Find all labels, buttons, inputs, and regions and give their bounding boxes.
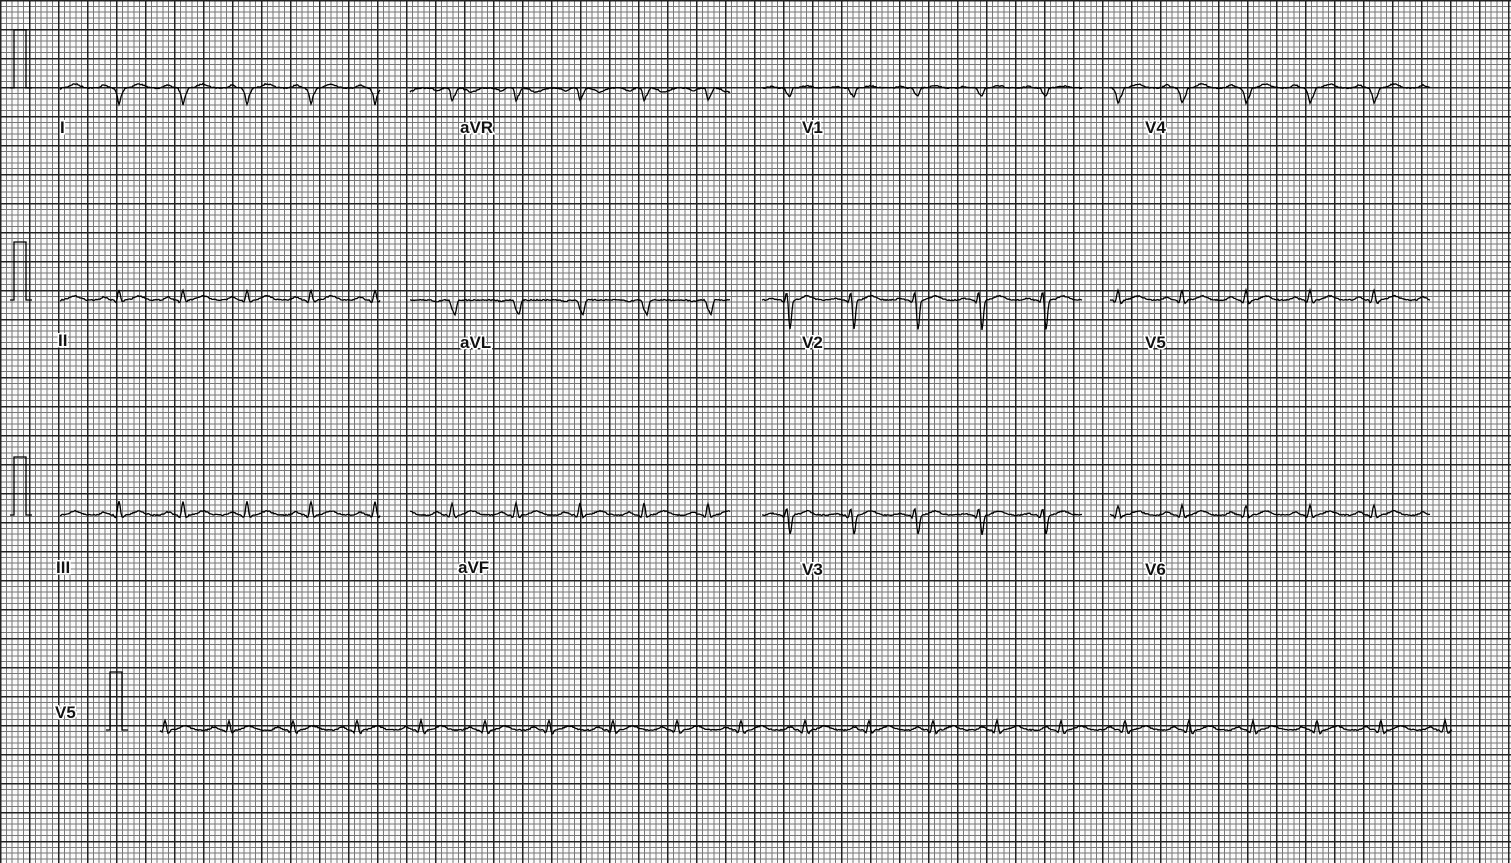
lead-label: III bbox=[56, 558, 70, 577]
calibration-pulse bbox=[10, 241, 32, 301]
lead-label: aVR bbox=[460, 118, 493, 137]
lead-label: aVF bbox=[458, 558, 489, 577]
calibration-pulse bbox=[106, 671, 128, 731]
ecg-trace bbox=[1109, 502, 1431, 520]
ecg-trace bbox=[409, 500, 731, 519]
lead-label: V5 bbox=[1145, 333, 1166, 352]
ecg-trace bbox=[1109, 287, 1431, 305]
calibration-pulse bbox=[10, 29, 32, 89]
ecg-trace bbox=[1109, 82, 1431, 106]
lead-label: V3 bbox=[802, 560, 823, 579]
lead-label: V5 bbox=[55, 703, 76, 722]
ecg-trace bbox=[761, 84, 1083, 98]
lead-label: V1 bbox=[802, 118, 823, 137]
lead-label: V6 bbox=[1145, 560, 1166, 579]
ecg-trace bbox=[59, 499, 381, 519]
lead-label: II bbox=[58, 331, 67, 350]
ecg-trace bbox=[159, 717, 1453, 735]
ecg-trace bbox=[59, 288, 381, 304]
lead-label: V2 bbox=[802, 333, 823, 352]
ecg-trace bbox=[409, 86, 731, 103]
ecg-trace bbox=[761, 507, 1082, 536]
lead-label: aVL bbox=[460, 333, 491, 352]
lead-label: V4 bbox=[1145, 118, 1166, 137]
ecg-trace bbox=[409, 298, 731, 317]
calibration-pulse bbox=[10, 456, 32, 516]
lead-label: I bbox=[60, 118, 65, 137]
ecg-trace bbox=[761, 290, 1083, 330]
ecg-trace bbox=[59, 82, 381, 107]
